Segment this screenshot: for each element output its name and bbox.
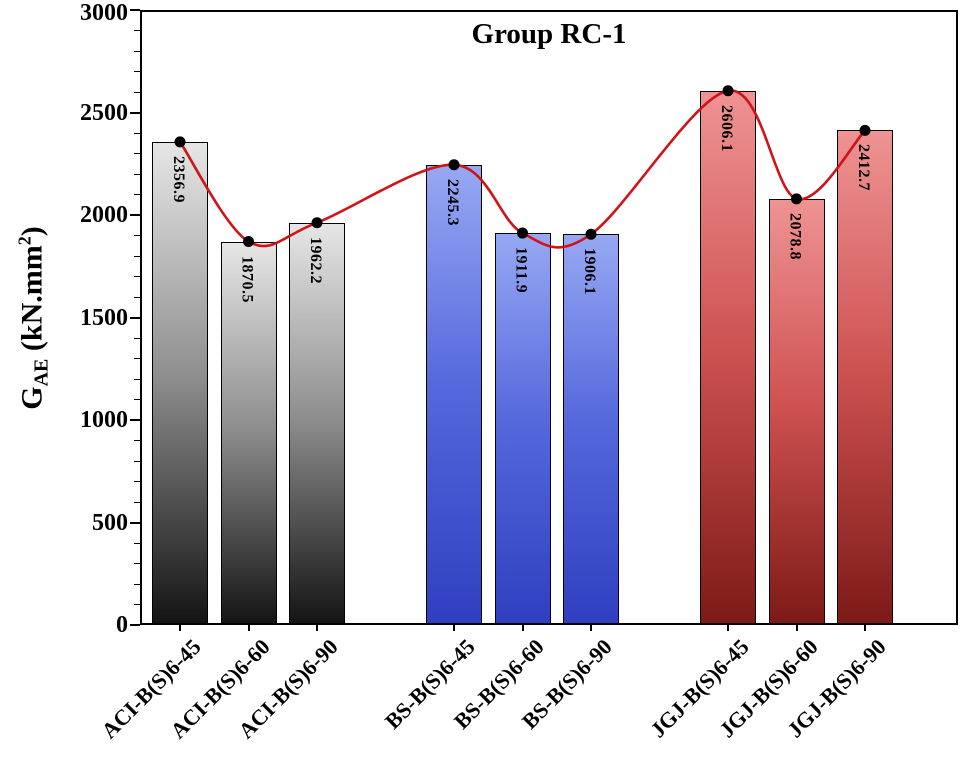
y-minor-tick <box>134 583 140 585</box>
y-major-tick <box>130 9 140 11</box>
y-tick-label: 1500 <box>80 304 128 331</box>
x-tick <box>727 625 729 631</box>
y-axis-label-subscript: AE <box>30 358 53 387</box>
bar-JGJ-B(S)6-60 <box>768 198 825 625</box>
bar-value-label: 2245.3 <box>444 178 461 226</box>
x-tick <box>521 625 524 631</box>
bar-value-label: 2078.8 <box>786 212 804 260</box>
y-major-tick <box>130 624 140 626</box>
bar-BS-B(S)6-45 <box>426 164 482 625</box>
x-tick <box>864 625 866 631</box>
y-minor-tick <box>134 30 140 31</box>
y-minor-tick <box>134 173 140 175</box>
x-tick <box>179 625 181 631</box>
bar-value-label: 2412.7 <box>855 144 872 192</box>
bar-JGJ-B(S)6-45 <box>700 90 756 625</box>
bar-ACI-B(S)6-60 <box>220 241 277 625</box>
y-minor-tick <box>134 460 140 462</box>
y-minor-tick <box>134 153 140 154</box>
bar-BS-B(S)6-60 <box>494 233 551 625</box>
y-tick-label: 3000 <box>80 0 128 26</box>
x-tick <box>247 625 250 631</box>
y-minor-tick <box>134 276 140 277</box>
bar-value-label: 1911.9 <box>512 247 530 294</box>
y-tick-label: 0 <box>116 612 128 638</box>
y-minor-tick <box>134 501 140 503</box>
y-major-tick <box>130 316 140 319</box>
y-minor-tick <box>134 91 140 93</box>
y-minor-tick <box>134 50 140 52</box>
y-minor-tick <box>134 296 140 298</box>
y-axis-label-units: (kN.mm <box>15 245 49 359</box>
y-tick-label: 1000 <box>80 407 128 433</box>
y-minor-tick <box>134 358 140 359</box>
bar-JGJ-B(S)6-90 <box>837 130 893 625</box>
y-minor-tick <box>134 440 140 441</box>
bar-value-label: 1906.1 <box>581 248 598 296</box>
y-minor-tick <box>134 255 140 257</box>
y-minor-tick <box>134 132 140 134</box>
bar-ACI-B(S)6-90 <box>289 222 345 625</box>
y-minor-tick <box>134 399 140 400</box>
y-minor-tick <box>134 337 140 339</box>
y-minor-tick <box>134 563 140 564</box>
x-tick <box>453 625 455 631</box>
chart-title: Group RC-1 <box>471 18 627 50</box>
y-minor-tick <box>134 194 140 195</box>
bar-value-label: 1870.5 <box>238 255 256 303</box>
y-minor-tick <box>134 542 140 544</box>
bar-ACI-B(S)6-45 <box>152 141 208 625</box>
y-major-tick <box>130 111 140 114</box>
y-minor-tick <box>134 235 140 236</box>
bar-value-label: 2356.9 <box>170 155 187 203</box>
bar-value-label: 2606.1 <box>718 104 735 152</box>
y-tick-label: 500 <box>92 509 128 536</box>
y-axis-label-superscript: 2 <box>14 236 35 246</box>
y-minor-tick <box>134 481 140 482</box>
y-tick-label: 2500 <box>80 99 128 126</box>
x-tick <box>795 625 798 631</box>
y-minor-tick <box>134 378 140 380</box>
x-tick <box>590 625 592 631</box>
trend-line <box>178 89 866 249</box>
y-major-tick <box>130 419 140 421</box>
y-minor-tick <box>134 604 140 605</box>
y-major-tick <box>130 521 140 524</box>
bar-value-label: 1962.2 <box>307 236 324 284</box>
y-major-tick <box>130 214 140 216</box>
y-minor-tick <box>134 71 140 72</box>
x-tick <box>316 625 318 631</box>
bar-BS-B(S)6-90 <box>563 234 619 625</box>
y-tick-label: 2000 <box>80 202 128 228</box>
